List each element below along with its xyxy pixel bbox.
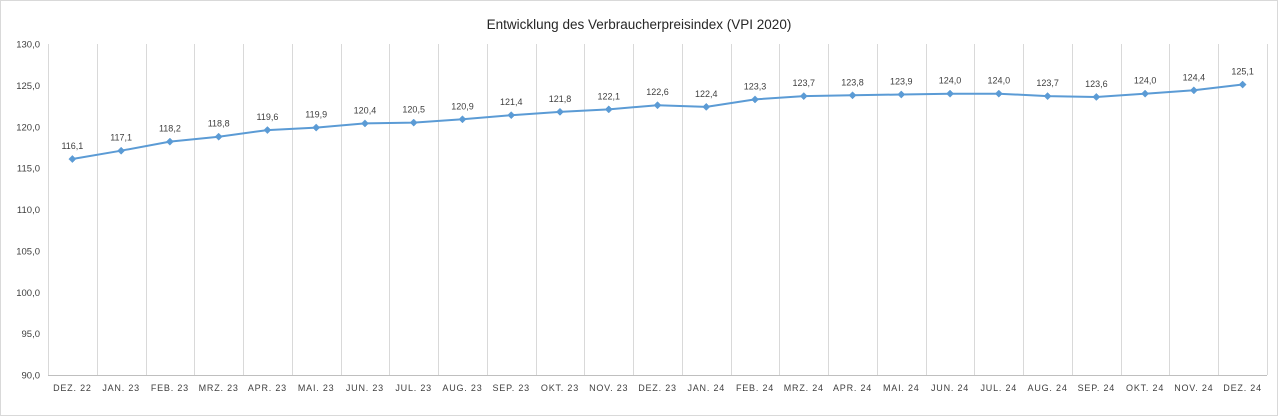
x-tick-label: SEP. 23	[492, 383, 529, 393]
x-tick-label: JUN. 24	[931, 383, 969, 393]
data-point-marker	[409, 118, 418, 127]
data-point-marker	[946, 89, 955, 98]
data-label: 123,9	[890, 76, 913, 86]
x-tick-label: JUL. 23	[395, 383, 432, 393]
data-point-marker	[994, 89, 1003, 98]
x-tick-label: APR. 23	[248, 383, 287, 393]
data-point-marker	[897, 90, 906, 99]
x-tick-label: JUN. 23	[346, 383, 384, 393]
data-label: 120,4	[354, 105, 377, 115]
data-point-marker	[1141, 89, 1150, 98]
data-point-marker	[848, 91, 857, 100]
data-point-marker	[360, 119, 369, 128]
x-tick-label: FEB. 23	[151, 383, 189, 393]
x-tick-label: OKT. 23	[541, 383, 579, 393]
data-label: 122,4	[695, 89, 718, 99]
data-label: 123,3	[744, 81, 767, 91]
y-tick-label: 90,0	[22, 371, 41, 382]
data-label: 116,1	[61, 141, 83, 151]
data-point-marker	[458, 115, 467, 124]
x-tick-label: MAI. 24	[883, 383, 920, 393]
data-label: 122,1	[597, 91, 620, 101]
data-label: 123,7	[1036, 78, 1059, 88]
data-label: 124,0	[1134, 76, 1157, 86]
y-axis-tick-labels: 90,0 95,0 100,0 105,0 110,0 115,0 120,0 125,0 13…	[16, 40, 40, 382]
x-tick-label: AUG. 24	[1028, 383, 1068, 393]
data-label: 117,1	[110, 133, 132, 143]
x-tick-label: NOV. 23	[589, 383, 628, 393]
data-point-marker	[556, 107, 564, 116]
data-label: 121,4	[500, 97, 523, 107]
data-point-marker	[214, 132, 223, 141]
x-tick-label: DEZ. 22	[53, 383, 92, 393]
x-tick-label: JUL. 24	[981, 383, 1018, 393]
data-label: 123,8	[841, 77, 864, 87]
data-label: 118,8	[208, 119, 230, 129]
x-tick-label: DEZ. 23	[638, 383, 677, 393]
y-tick-label: 105,0	[16, 246, 40, 257]
x-tick-label: MAI. 23	[298, 383, 335, 393]
x-tick-label: NOV. 24	[1174, 383, 1213, 393]
data-point-marker	[263, 126, 272, 135]
y-tick-label: 95,0	[22, 329, 41, 340]
data-point-marker	[1189, 86, 1198, 95]
data-point-marker	[117, 146, 126, 155]
grid-lines	[48, 44, 1268, 375]
data-label: 119,6	[256, 112, 278, 122]
series-markers	[68, 80, 1247, 163]
data-point-marker	[1238, 80, 1247, 89]
x-tick-label: AUG. 23	[442, 383, 482, 393]
data-label: 122,6	[646, 87, 669, 97]
data-label: 119,9	[305, 110, 327, 120]
y-tick-label: 110,0	[17, 205, 40, 216]
data-labels: 116,1 117,1 118,2 118,8 119,6 119,9 120,4 120,5…	[61, 67, 1253, 151]
data-point-marker	[799, 92, 808, 101]
data-point-marker	[68, 155, 77, 163]
y-tick-label: 115,0	[17, 164, 40, 175]
y-tick-label: 125,0	[16, 81, 40, 92]
data-label: 118,2	[159, 124, 181, 134]
y-tick-label: 130,0	[16, 40, 40, 51]
x-axis-tick-labels: DEZ. 22 JAN. 23 FEB. 23 MRZ. 23 APR. 23 MAI. …	[53, 383, 1262, 393]
data-label: 125,1	[1231, 67, 1254, 77]
y-tick-label: 100,0	[16, 288, 40, 299]
chart-title: Entwicklung des Verbraucherpreisindex (V…	[486, 17, 792, 32]
x-tick-label: OKT. 24	[1126, 383, 1164, 393]
data-label: 121,8	[549, 94, 572, 104]
data-point-marker	[653, 101, 662, 110]
data-label: 124,0	[939, 76, 962, 86]
data-point-marker	[604, 105, 613, 114]
x-tick-label: JAN. 23	[102, 383, 140, 393]
x-tick-label: FEB. 24	[736, 383, 774, 393]
data-point-marker	[1092, 93, 1101, 101]
x-tick-label: JAN. 24	[687, 383, 725, 393]
data-point-marker	[1043, 92, 1052, 101]
x-tick-label: MRZ. 23	[199, 383, 239, 393]
x-tick-label: APR. 24	[833, 383, 872, 393]
data-point-marker	[165, 137, 174, 146]
data-point-marker	[507, 111, 516, 120]
x-tick-label: DEZ. 24	[1223, 383, 1262, 393]
data-label: 120,5	[402, 105, 425, 115]
data-label: 123,6	[1085, 79, 1108, 89]
x-tick-label: SEP. 24	[1078, 383, 1115, 393]
y-tick-label: 120,0	[16, 122, 40, 133]
data-point-marker	[702, 102, 711, 111]
data-point-marker	[312, 123, 321, 132]
data-point-marker	[751, 95, 759, 104]
data-label: 120,9	[451, 101, 474, 111]
data-label: 123,7	[793, 78, 816, 88]
x-tick-label: MRZ. 24	[784, 383, 824, 393]
data-label: 124,4	[1183, 72, 1206, 82]
data-label: 124,0	[988, 76, 1011, 86]
